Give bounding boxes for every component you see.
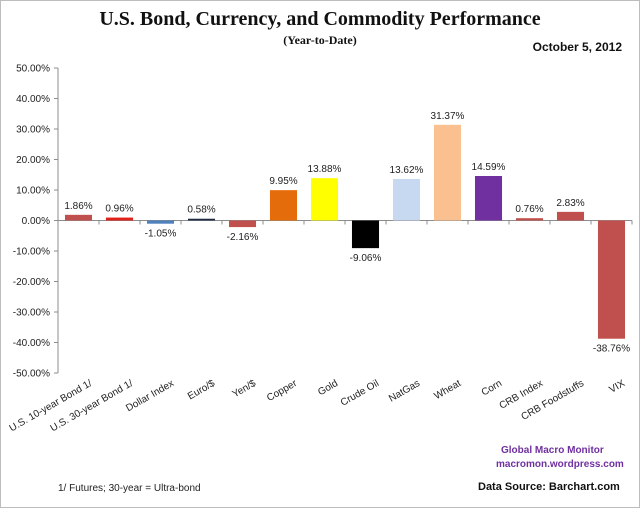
bar — [146, 220, 175, 224]
site-label: macromon.wordpress.com — [496, 459, 624, 470]
x-category-label: VIX — [608, 378, 628, 396]
bar — [351, 220, 380, 249]
y-tick-label: -10.00% — [13, 247, 50, 258]
data-label: 0.76% — [515, 204, 543, 215]
bar — [310, 178, 339, 221]
bar — [515, 218, 544, 221]
data-label: 0.58% — [187, 205, 215, 216]
brand-label: Global Macro Monitor — [501, 445, 604, 456]
bar — [105, 217, 134, 221]
x-category-label: Wheat — [432, 378, 463, 402]
y-tick-label: -40.00% — [13, 338, 50, 349]
data-label: -2.16% — [227, 232, 259, 243]
data-source: Data Source: Barchart.com — [478, 481, 620, 493]
bar — [597, 220, 626, 339]
y-tick-label: -30.00% — [13, 308, 50, 319]
data-label: 2.83% — [556, 198, 584, 209]
y-tick-label: 0.00% — [22, 216, 50, 227]
bar — [556, 211, 585, 221]
y-tick-label: 30.00% — [16, 125, 50, 136]
data-label: 13.62% — [390, 165, 424, 176]
chart-subtitle: (Year-to-Date) — [283, 33, 357, 47]
x-category-label: Yen/$ — [231, 378, 259, 400]
data-label: -1.05% — [145, 229, 177, 240]
data-label: 13.88% — [308, 164, 342, 175]
data-label: 1.86% — [64, 201, 92, 212]
chart-title: U.S. Bond, Currency, and Commodity Perfo… — [99, 8, 541, 30]
bar — [474, 176, 503, 221]
x-category-label: Copper — [265, 378, 299, 404]
footnote: 1/ Futures; 30-year = Ultra-bond — [58, 483, 201, 494]
bar — [228, 220, 257, 228]
bar — [433, 124, 462, 221]
x-category-label: Gold — [316, 378, 340, 398]
x-category-label: Crude Oil — [339, 378, 381, 409]
x-category-label: Corn — [480, 378, 504, 398]
data-label: -9.06% — [350, 253, 382, 264]
bar — [392, 178, 421, 221]
data-label: 0.96% — [105, 204, 133, 215]
bar — [269, 190, 298, 221]
y-tick-label: 10.00% — [16, 186, 50, 197]
y-tick-label: 40.00% — [16, 94, 50, 105]
chart-date: October 5, 2012 — [532, 40, 622, 54]
y-tick-label: -50.00% — [13, 369, 50, 380]
x-category-label: NatGas — [387, 378, 422, 404]
bar — [64, 214, 93, 221]
data-label: 31.37% — [431, 111, 465, 122]
x-category-label: Euro/$ — [186, 378, 217, 402]
bar — [187, 218, 216, 221]
y-tick-label: -20.00% — [13, 277, 50, 288]
data-label: 9.95% — [269, 176, 297, 187]
data-label: -38.76% — [593, 344, 630, 355]
data-label: 14.59% — [472, 162, 506, 173]
y-tick-label: 50.00% — [16, 64, 50, 75]
y-tick-label: 20.00% — [16, 155, 50, 166]
